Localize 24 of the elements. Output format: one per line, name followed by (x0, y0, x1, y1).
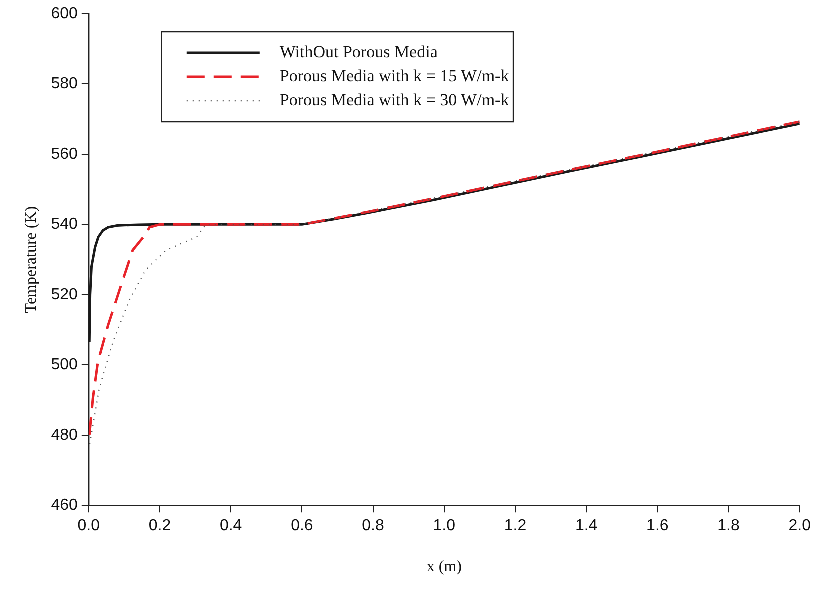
x-tick-label: 1.2 (504, 518, 527, 535)
x-axis-title: x (m) (426, 558, 462, 576)
x-tick-label: 0.0 (78, 518, 100, 535)
y-tick-label: 600 (51, 5, 78, 22)
y-axis-title: Temperature (K) (22, 206, 40, 314)
x-tick-label: 1.8 (718, 518, 740, 535)
x-tick-label: 1.0 (433, 518, 456, 535)
legend-label: Porous Media with k = 15 W/m-k (280, 66, 510, 86)
x-tick-label: 1.4 (575, 518, 598, 535)
y-tick-label: 520 (51, 286, 78, 304)
x-tick-label: 2.0 (788, 518, 812, 535)
y-tick-label: 580 (51, 76, 78, 93)
legend-label: Porous Media with k = 30 W/m-k (280, 90, 510, 110)
x-tick-label: 0.8 (362, 518, 385, 535)
y-tick-label: 560 (51, 146, 78, 163)
x-tick-label: 0.4 (220, 518, 242, 535)
x-tick-label: 1.6 (646, 518, 669, 535)
legend-label: WithOut Porous Media (280, 42, 438, 62)
x-tick-label: 0.2 (148, 518, 172, 535)
y-tick-label: 480 (51, 426, 78, 444)
x-tick-label: 0.6 (291, 518, 314, 535)
y-tick-label: 460 (51, 497, 78, 514)
y-tick-label: 500 (51, 356, 78, 374)
y-tick-label: 540 (51, 216, 78, 234)
